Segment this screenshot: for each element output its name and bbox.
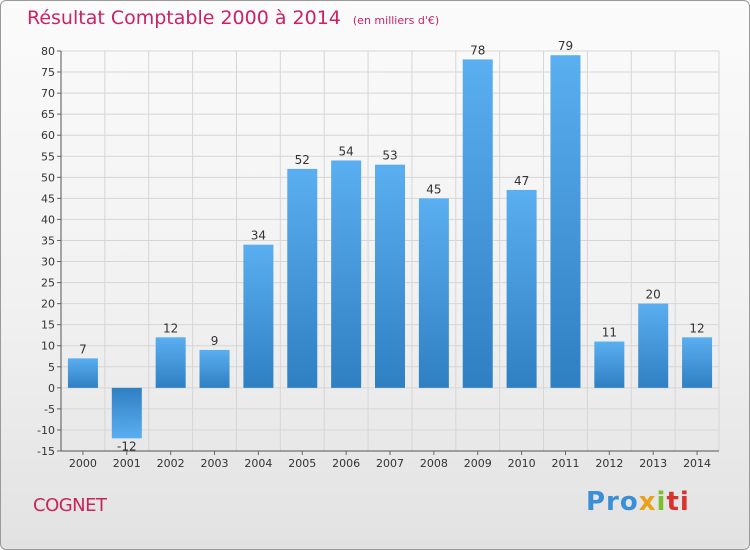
y-tick-label: 10 <box>41 340 55 353</box>
chart-title-text: Résultat Comptable 2000 à 2014 <box>27 7 341 29</box>
y-tick-label: 70 <box>41 87 55 100</box>
value-label-2005: 52 <box>295 153 310 167</box>
x-tick-label: 2004 <box>244 457 272 470</box>
brand-part: x <box>638 487 657 517</box>
bar-2014[interactable] <box>682 337 713 388</box>
axes: -15 -10 -5 0 5 10 15 20 25 30 35 40 45 50 55 60 65 70 75 80… <box>37 45 719 470</box>
y-tick-label: -5 <box>44 403 55 416</box>
x-tick-label: 2012 <box>595 457 623 470</box>
x-tick-label: 2007 <box>376 457 404 470</box>
y-tick-label: 50 <box>41 171 55 184</box>
bar-2001[interactable] <box>111 387 142 439</box>
x-tick-label: 2002 <box>157 457 185 470</box>
unit-note: (en milliers d'€) <box>352 14 440 27</box>
x-tick-label: 2011 <box>551 457 579 470</box>
commune-name: COGNET <box>33 495 107 516</box>
value-label-2014: 12 <box>689 321 704 335</box>
value-label-2003: 9 <box>211 334 219 348</box>
y-tick-label: 65 <box>41 108 55 121</box>
y-tick-label: 40 <box>41 213 55 226</box>
x-tick-label: 2014 <box>683 457 711 470</box>
value-label-2013: 20 <box>646 288 661 302</box>
bar-2009[interactable] <box>462 59 493 388</box>
value-label-2002: 12 <box>163 321 178 335</box>
x-tick-label: 2009 <box>464 457 492 470</box>
y-tick-label: 60 <box>41 129 55 142</box>
x-tick-label: 2000 <box>69 457 97 470</box>
y-tick-label: -15 <box>37 445 55 458</box>
value-label-2007: 53 <box>382 149 397 163</box>
brand-part: ti <box>666 487 690 517</box>
x-tick-label: 2005 <box>288 457 316 470</box>
bar-2006[interactable] <box>331 160 362 388</box>
y-tick-label: 20 <box>41 298 55 311</box>
y-tick-label: 30 <box>41 256 55 269</box>
bar-2011[interactable] <box>550 55 581 388</box>
y-tick-label: 75 <box>41 66 55 79</box>
y-tick-label: 45 <box>41 192 55 205</box>
value-label-2012: 11 <box>602 326 617 340</box>
data-labels: 7 -12 12 9 34 52 54 53 45 78 47 79 11 20 12 <box>79 39 705 453</box>
brand-part: i <box>656 487 667 517</box>
brand-part: Pro <box>586 487 639 517</box>
value-label-2006: 54 <box>338 144 353 158</box>
value-label-2008: 45 <box>426 182 441 196</box>
bar-2003[interactable] <box>199 349 230 388</box>
chart-title: Résultat Comptable 2000 à 2014 (en millie… <box>27 7 439 29</box>
bars <box>67 55 713 439</box>
y-tick-label: 35 <box>41 234 55 247</box>
x-tick-label: 2001 <box>113 457 141 470</box>
value-label-2004: 34 <box>251 229 266 243</box>
bar-2013[interactable] <box>638 303 669 388</box>
value-label-2010: 47 <box>514 174 529 188</box>
y-tick-label: 55 <box>41 150 55 163</box>
bar-2007[interactable] <box>375 164 405 388</box>
x-tick-label: 2003 <box>201 457 229 470</box>
bar-2012[interactable] <box>594 341 625 388</box>
bar-2008[interactable] <box>418 198 449 388</box>
y-tick-label: 0 <box>48 382 55 395</box>
x-tick-label: 2006 <box>332 457 360 470</box>
x-tick-label: 2010 <box>508 457 536 470</box>
y-tick-label: 25 <box>41 277 55 290</box>
x-tick-label: 2008 <box>420 457 448 470</box>
value-label-2011: 79 <box>558 39 573 53</box>
y-tick-label: -10 <box>37 424 55 437</box>
bar-2000[interactable] <box>67 358 98 388</box>
value-label-2000: 7 <box>79 342 87 356</box>
bar-2005[interactable] <box>287 168 318 388</box>
y-tick-label: 15 <box>41 319 55 332</box>
bar-2002[interactable] <box>155 337 186 388</box>
y-tick-label: 5 <box>48 361 55 374</box>
bar-2010[interactable] <box>506 189 537 388</box>
x-tick-label: 2013 <box>639 457 667 470</box>
brand-logo[interactable]: Proxiti <box>586 487 690 517</box>
bar-2004[interactable] <box>243 244 274 388</box>
y-tick-label: 80 <box>41 45 55 58</box>
value-label-2001: -12 <box>117 439 137 453</box>
value-label-2009: 78 <box>470 43 485 57</box>
